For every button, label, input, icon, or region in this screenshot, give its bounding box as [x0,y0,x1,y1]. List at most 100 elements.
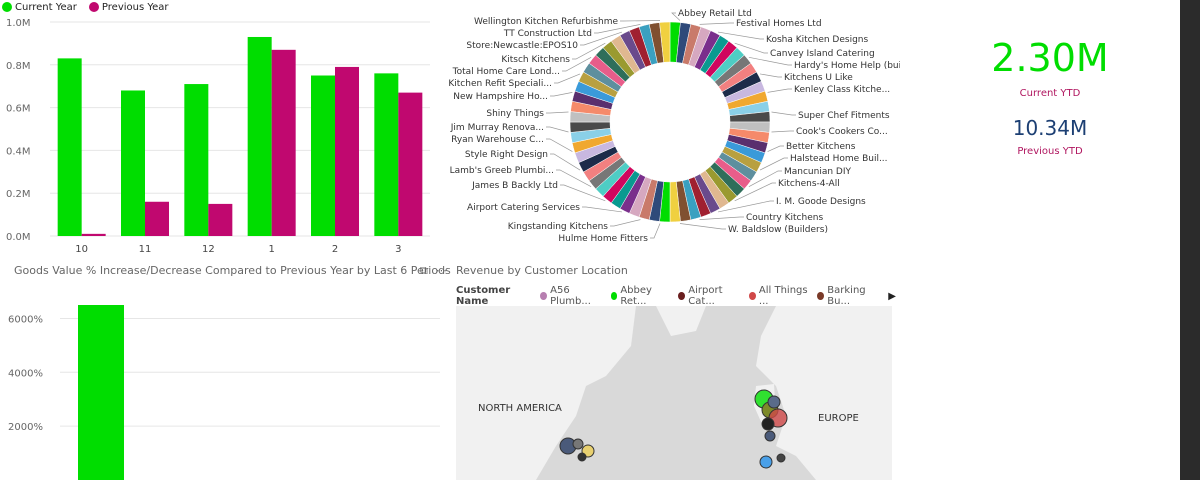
previous-ytd-value: 10.34M [1012,116,1088,140]
map-bubble[interactable] [761,417,775,431]
donut-leader-line [554,73,581,84]
donut-leader-line [620,20,661,22]
donut-leader-line [767,88,792,93]
legend-label: Airport Cat... [688,285,723,307]
y-tick-label: 0.0M [6,232,31,243]
donut-label: Hardy's Home Help (bui... [794,61,900,71]
y-tick-label: 1.0M [6,18,31,29]
visual-header-icons: ⧉ ⋯ [420,264,447,278]
map-bubble[interactable] [764,430,776,442]
map-bubble[interactable] [776,453,786,463]
donut-leader-line [771,130,794,133]
y-tick-label: 6000% [8,314,43,325]
donut-leader-line [546,111,569,114]
donut-label: Airport Catering Services [467,203,580,213]
donut-leader-line [580,31,623,46]
region-label-europe: EUROPE [818,413,859,424]
previous-ytd-label: Previous YTD [1017,146,1083,157]
donut-leader-line [582,206,622,213]
donut-label: Kitchens-4-All [778,179,840,189]
focus-mode-icon[interactable]: ⧉ [420,264,428,277]
donut-leader-line [767,145,784,152]
y-tick-label: 0.4M [6,146,31,157]
donut-leader-line [748,170,782,188]
x-tick-label: 11 [139,244,152,255]
legend-previous-year[interactable]: Previous Year [88,1,169,13]
x-tick-label: 12 [202,244,215,255]
donut-label: Hulme Home Fitters [558,234,648,244]
bar [57,58,82,236]
map-bubble[interactable] [572,438,584,450]
donut-leader-line [679,223,726,230]
map-legend-item[interactable]: Barking Bu... [817,285,882,307]
legend-dot [610,292,618,300]
donut-leader-line [562,56,592,72]
bar [398,92,423,237]
x-tick-label: 2 [332,244,338,255]
customer-map[interactable]: NORTH AMERICA EUROPE [456,306,892,480]
donut-leader-line [550,92,573,97]
map-title: Revenue by Customer Location [456,264,628,277]
y-tick-label: 4000% [8,368,43,379]
map-canvas: NORTH AMERICA EUROPE [456,306,892,480]
map-legend-item[interactable]: Abbey Ret... [610,285,673,307]
land-greenland [656,306,706,336]
map-legend-item[interactable]: A56 Plumb... [540,285,604,307]
more-options-icon[interactable]: ⋯ [435,264,447,277]
legend-label: Abbey Ret... [620,285,652,307]
legend-dot [678,292,686,300]
y-tick-label: 0.6M [6,104,31,115]
map-bubble[interactable] [767,395,781,409]
donut-label: I. M. Goode Designs [776,197,866,207]
y-tick-label: 2000% [8,422,43,433]
current-ytd-label: Current YTD [1019,88,1081,99]
region-label-north-america: NORTH AMERICA [478,403,562,414]
x-tick-label: 3 [395,244,401,255]
legend-next-arrow-icon[interactable]: ▶ [888,290,896,302]
donut-leader-line [759,157,788,171]
donut-leader-line [546,126,569,133]
bar [78,305,124,480]
donut-label: Halstead Home Buil... [790,154,888,164]
map-legend-item[interactable]: All Things ... [749,285,811,307]
legend-dot [749,292,756,300]
map-bubble[interactable] [577,452,587,462]
donut-label: Mancunian DIY [784,167,852,177]
donut-leader-line [734,182,776,202]
chart-legend: Current Year Previous Year [2,0,169,14]
donut-label: Kenley Class Kitche... [794,85,890,95]
bar [121,90,145,236]
map-legend: Customer Name A56 Plumb... Abbey Ret... Ai… [456,285,896,307]
legend-label: All Things ... [758,285,808,307]
legend-dot [817,292,825,300]
donut-label: Country Kitchens [746,213,823,223]
donut-label: Better Kitchens [786,142,856,152]
right-panel-edge [1180,0,1200,480]
legend-current-year[interactable]: Current Year [2,2,77,13]
legend-previous-label: Previous Year [101,1,169,13]
donut-leader-line [650,223,661,239]
map-bubbles [559,389,788,469]
map-legend-item[interactable]: Airport Cat... [678,285,743,307]
bar [374,73,399,236]
bar [184,84,209,236]
legend-dot [540,292,548,300]
y-tick-label: 0.8M [6,61,31,72]
y-tick-label: 0.2M [6,189,31,200]
bar [271,49,296,236]
donut-label: Ryan Warehouse C... [451,135,544,145]
donut-label: Shiny Things [486,109,544,119]
legend-previous-dot [88,2,99,12]
map-bubble[interactable] [759,455,773,469]
map-legend-items: A56 Plumb... Abbey Ret... Airport Cat... Al… [540,285,882,307]
donut-label: Kingstanding Kitchens [508,222,609,232]
donut-leader-line [771,111,796,116]
pct-chart-title: Goods Value % Increase/Decrease Compared… [14,264,451,277]
donut-label: Kosha Kitchen Designs [766,35,868,45]
donut-label: Super Chef Fitments [798,111,890,121]
donut-leader-line [594,24,641,34]
legend-current-label: Current Year [15,1,77,13]
legend-label: Barking Bu... [827,285,866,307]
